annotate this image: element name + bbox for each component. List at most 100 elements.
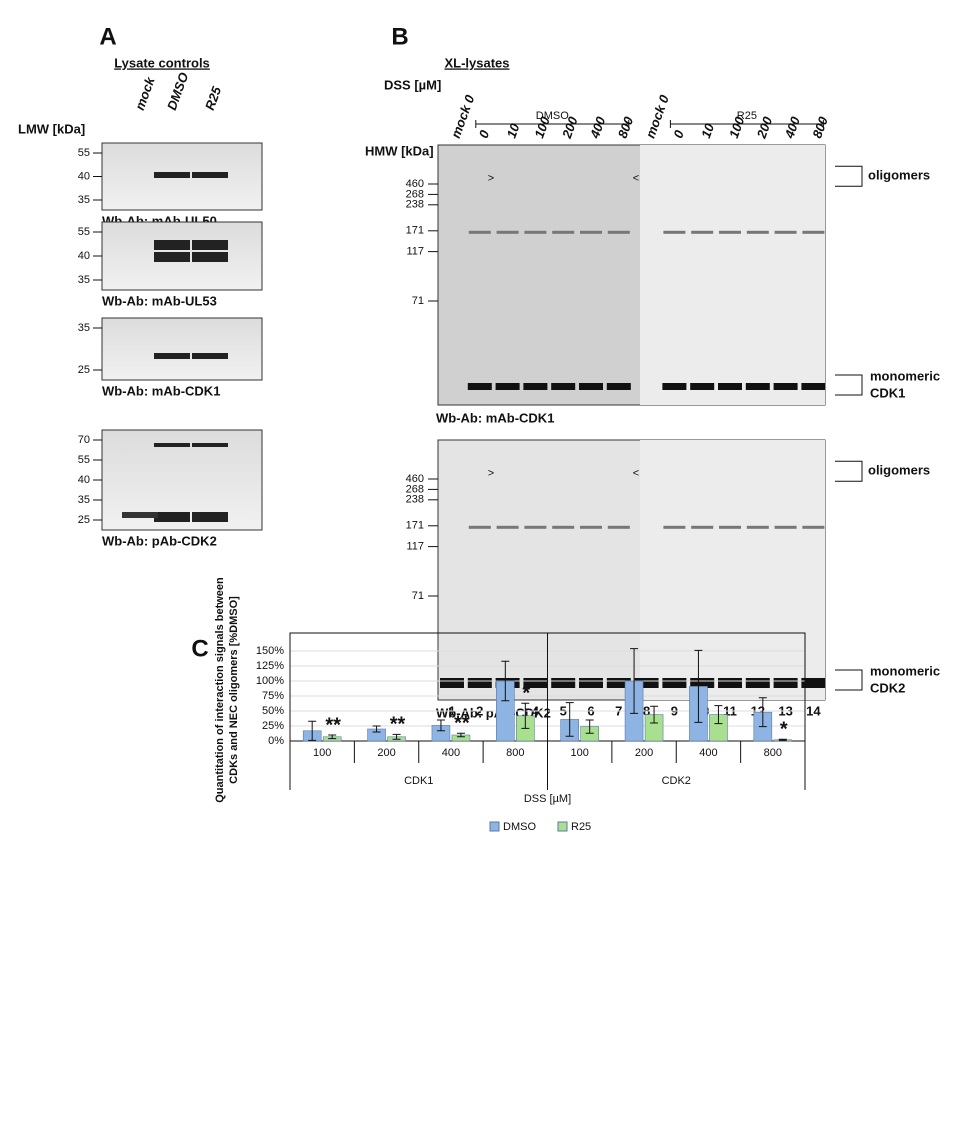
band: [773, 678, 798, 688]
legend-label: R25: [571, 821, 591, 833]
arrowhead: <: [633, 173, 639, 185]
marker-label: 70: [78, 434, 90, 446]
band-bracket: [835, 374, 863, 396]
marker-label: 55: [78, 226, 90, 238]
band: [192, 172, 228, 178]
y-axis-label: CDKs and NEC oligomers [%DMSO]: [228, 596, 240, 784]
marker-label: 460: [406, 473, 424, 485]
significance: **: [325, 714, 341, 736]
marker-label: 40: [78, 170, 90, 182]
band: [523, 383, 548, 390]
band: [606, 678, 631, 688]
group-label: R25: [737, 110, 757, 122]
antibody-label: Wb-Ab: pAb-CDK2: [102, 533, 217, 548]
band: [496, 230, 519, 234]
marker-label: 460: [406, 178, 424, 190]
legend-swatch: [489, 821, 500, 832]
band: [746, 525, 769, 529]
error-bar: [372, 725, 381, 733]
band: [719, 525, 741, 529]
band: [523, 678, 548, 688]
lane-label: mock: [132, 74, 158, 112]
band: [663, 230, 686, 234]
arrowhead: >: [488, 173, 494, 185]
band: [773, 383, 798, 390]
group-label: CDK1: [404, 775, 433, 787]
band: [154, 443, 190, 447]
band-label: oligomers: [868, 463, 930, 478]
significance: **: [454, 712, 470, 734]
marker-label: 25: [78, 364, 90, 376]
blot: [101, 317, 263, 381]
band: [607, 230, 630, 234]
dss-label: DSS [µM]: [384, 77, 441, 92]
band: [467, 678, 492, 688]
band-bracket: [835, 669, 863, 691]
error-bar: [650, 705, 659, 724]
band: [690, 383, 715, 390]
blot-half: [640, 145, 825, 405]
band: [551, 678, 576, 688]
lane-label: 0: [670, 128, 687, 141]
band: [192, 353, 228, 359]
error-bar: [758, 697, 767, 728]
marker-label: 40: [78, 474, 90, 486]
band-label: monomeric: [870, 368, 940, 383]
lane-label: 400: [587, 114, 609, 141]
band: [154, 240, 190, 250]
band: [524, 525, 547, 529]
error-bar: [694, 649, 703, 723]
lane-label: mock 0: [448, 92, 478, 140]
band: [801, 678, 826, 688]
y-tick-label: 125%: [256, 660, 284, 672]
error-bar: [436, 719, 445, 732]
marker-label: 35: [78, 322, 90, 334]
x-tick-label: 400: [442, 747, 460, 759]
band: [719, 230, 741, 234]
band: [691, 230, 714, 234]
significance: *: [522, 682, 530, 704]
blot: [101, 221, 263, 291]
band: [634, 678, 659, 688]
group-label: CDK2: [662, 775, 691, 787]
group-label: DMSO: [536, 110, 569, 122]
antibody-label: Wb-Ab: mAb-CDK1: [102, 383, 220, 398]
blot-half: [640, 440, 825, 700]
panel-label: C: [191, 635, 208, 662]
band: [192, 512, 228, 522]
band: [774, 525, 797, 529]
marker-label: 238: [406, 494, 424, 506]
band: [154, 252, 190, 262]
lane-label: DMSO: [164, 70, 191, 112]
y-axis-label: Quantitation of interaction signals betw…: [214, 577, 226, 803]
marker-label: 35: [78, 194, 90, 206]
band: [495, 383, 520, 390]
legend-label: DMSO: [503, 821, 536, 833]
band-bracket: [835, 165, 863, 187]
band: [690, 678, 715, 688]
band: [154, 512, 190, 522]
y-tick-label: 75%: [262, 690, 284, 702]
band: [496, 525, 519, 529]
lane-label: 100: [726, 114, 748, 140]
error-bar: [456, 732, 465, 738]
band: [801, 383, 826, 390]
lane-label: 400: [781, 114, 803, 141]
error-bar: [521, 702, 530, 729]
band-label: monomeric: [870, 663, 940, 678]
axis-label: LMW [kDa]: [18, 121, 85, 136]
panel-title: XL-lysates: [444, 55, 509, 70]
x-tick-label: 200: [635, 747, 653, 759]
band: [154, 172, 190, 178]
band: [802, 525, 825, 529]
marker-label: 25: [78, 514, 90, 526]
x-tick-label: 400: [699, 747, 717, 759]
x-tick-label: 100: [313, 747, 331, 759]
marker-label: 35: [78, 274, 90, 286]
band: [579, 383, 603, 390]
marker-label: 71: [412, 295, 424, 307]
panel-label: A: [99, 23, 116, 50]
band: [745, 383, 770, 390]
y-tick-label: 150%: [256, 645, 284, 657]
error-bar: [630, 648, 639, 714]
